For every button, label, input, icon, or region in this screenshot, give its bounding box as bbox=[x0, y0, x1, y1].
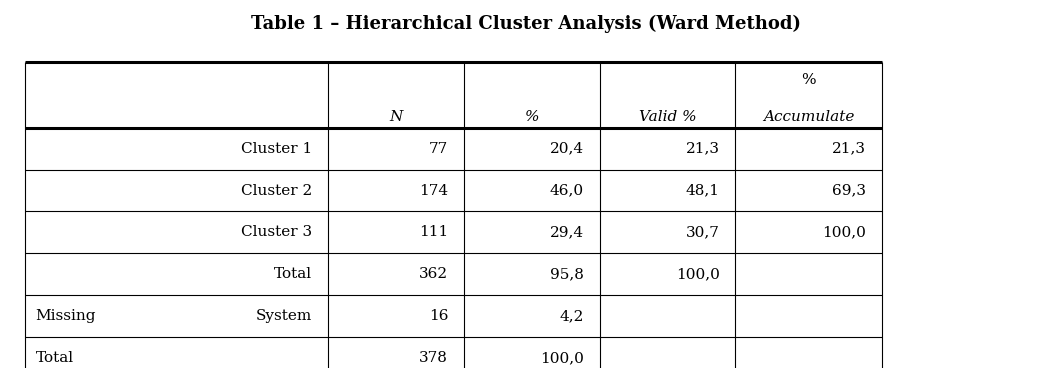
Text: 20,4: 20,4 bbox=[550, 142, 584, 156]
Text: Cluster 3: Cluster 3 bbox=[241, 225, 313, 239]
Text: Total: Total bbox=[274, 267, 313, 281]
Text: Total: Total bbox=[36, 351, 74, 365]
Text: %: % bbox=[524, 110, 539, 124]
Text: 29,4: 29,4 bbox=[550, 225, 584, 239]
Text: 69,3: 69,3 bbox=[832, 183, 866, 198]
Text: Missing: Missing bbox=[36, 309, 96, 323]
Text: 21,3: 21,3 bbox=[832, 142, 866, 156]
Text: 100,0: 100,0 bbox=[540, 351, 584, 365]
Text: N: N bbox=[390, 110, 402, 124]
Text: 30,7: 30,7 bbox=[686, 225, 720, 239]
Text: Table 1 – Hierarchical Cluster Analysis (Ward Method): Table 1 – Hierarchical Cluster Analysis … bbox=[252, 15, 801, 33]
Text: Cluster 2: Cluster 2 bbox=[241, 183, 313, 198]
Text: 4,2: 4,2 bbox=[559, 309, 584, 323]
Text: 16: 16 bbox=[429, 309, 449, 323]
Text: Accumulate: Accumulate bbox=[762, 110, 854, 124]
Text: System: System bbox=[256, 309, 313, 323]
Text: 77: 77 bbox=[429, 142, 449, 156]
Text: 48,1: 48,1 bbox=[686, 183, 720, 198]
Text: 100,0: 100,0 bbox=[676, 267, 720, 281]
Text: 378: 378 bbox=[419, 351, 449, 365]
Text: 111: 111 bbox=[419, 225, 449, 239]
Text: 174: 174 bbox=[419, 183, 449, 198]
Text: 362: 362 bbox=[419, 267, 449, 281]
Text: %: % bbox=[801, 73, 816, 87]
Text: 95,8: 95,8 bbox=[550, 267, 584, 281]
Text: 21,3: 21,3 bbox=[686, 142, 720, 156]
Text: Cluster 1: Cluster 1 bbox=[241, 142, 313, 156]
Text: Valid %: Valid % bbox=[639, 110, 696, 124]
Text: 46,0: 46,0 bbox=[550, 183, 584, 198]
Text: 100,0: 100,0 bbox=[822, 225, 866, 239]
